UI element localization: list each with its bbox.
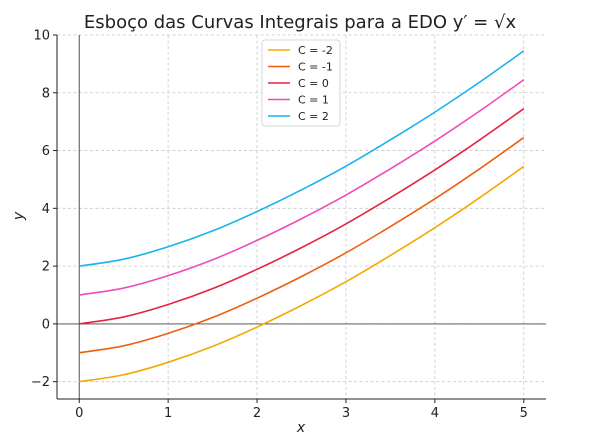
legend-label-4: C = 2 [298, 110, 329, 123]
x-tick-label-2: 2 [253, 406, 261, 421]
y-tick-label-0: −2 [31, 375, 50, 390]
chart-title: Esboço das Curvas Integrais para a EDO y… [84, 12, 517, 33]
legend: C = -2 C = -1 C = 0 C = 1 C = 2 [261, 39, 341, 127]
x-axis-label: x [296, 420, 306, 436]
ticks: 0 1 2 3 4 5 −2 0 2 4 6 8 10 [31, 29, 528, 422]
series-line-4 [79, 50, 525, 267]
legend-label-0: C = -2 [298, 44, 333, 57]
axes [56, 35, 546, 400]
series-line-3 [79, 79, 525, 296]
series-lines [79, 50, 525, 383]
y-tick-label-6: 10 [33, 29, 50, 44]
zero-reference-lines [57, 35, 546, 399]
y-tick-label-3: 4 [42, 202, 50, 217]
y-tick-label-1: 0 [42, 317, 50, 332]
legend-label-3: C = 1 [298, 94, 329, 107]
legend-label-2: C = 0 [298, 77, 329, 90]
y-axis-label: y [11, 211, 27, 221]
y-tick-label-2: 2 [42, 260, 50, 275]
x-tick-label-3: 3 [342, 406, 350, 421]
legend-label-1: C = -1 [298, 61, 333, 74]
series-line-1 [79, 136, 525, 354]
x-tick-label-0: 0 [75, 406, 83, 421]
y-tick-label-4: 6 [42, 144, 50, 159]
y-tick-label-5: 8 [42, 86, 50, 101]
x-tick-label-5: 5 [520, 406, 528, 421]
x-tick-label-4: 4 [431, 406, 439, 421]
legend-box [261, 39, 341, 127]
x-tick-label-1: 1 [164, 406, 172, 421]
series-line-2 [79, 108, 525, 325]
series-line-0 [79, 165, 525, 383]
